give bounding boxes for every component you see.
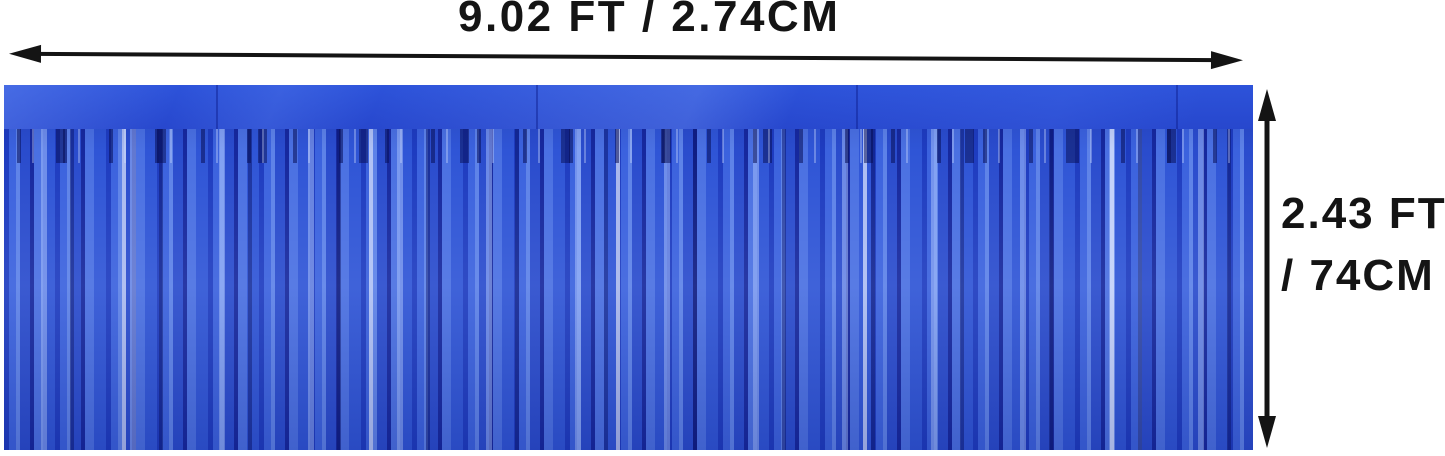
width-arrow-line <box>33 51 1219 63</box>
height-dimension-label-line2: / 74CM <box>1281 251 1435 300</box>
width-arrow-left-head <box>9 44 42 63</box>
height-arrow-bottom-head <box>1258 416 1276 448</box>
width-arrow-right-head <box>1210 51 1243 70</box>
fringe-fold-row <box>4 127 1253 163</box>
width-dimension-arrow-icon <box>9 44 1243 70</box>
fringe-curtain-image <box>4 85 1253 450</box>
fringe-top-band <box>4 85 1253 129</box>
height-dimension-label: 2.43 FT / 74CM <box>1281 183 1445 307</box>
height-dimension-label-line1: 2.43 FT <box>1281 189 1445 238</box>
width-dimension-label: 9.02 FT / 2.74CM <box>458 0 841 41</box>
height-dimension-arrow-icon <box>1258 89 1276 448</box>
height-arrow-top-head <box>1258 89 1276 121</box>
